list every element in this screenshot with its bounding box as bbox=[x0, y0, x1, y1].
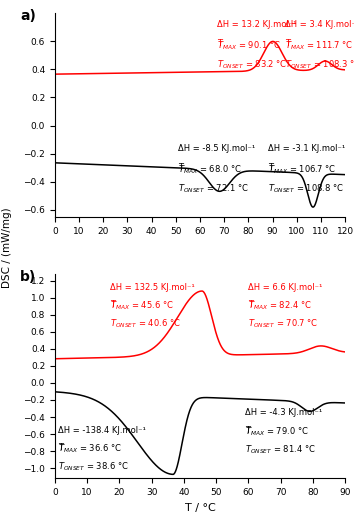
Text: TMAX = 45.6 °C: TMAX = 45.6 °C bbox=[110, 300, 177, 309]
Text: $T_{MAX}$ = 79.0 °C: $T_{MAX}$ = 79.0 °C bbox=[245, 426, 309, 438]
Text: T: T bbox=[217, 39, 222, 49]
Text: T: T bbox=[178, 163, 183, 172]
Text: $T_{ONSET}$ = 108.3 °C: $T_{ONSET}$ = 108.3 °C bbox=[285, 59, 354, 71]
X-axis label: T / °C: T / °C bbox=[185, 503, 215, 512]
Text: ΔH = -138.4 KJ.mol⁻¹: ΔH = -138.4 KJ.mol⁻¹ bbox=[58, 425, 146, 434]
Text: ΔH = 3.4 KJ.mol⁻¹: ΔH = 3.4 KJ.mol⁻¹ bbox=[285, 20, 354, 29]
Text: $T_{ONSET}$ = 40.6 °C: $T_{ONSET}$ = 40.6 °C bbox=[110, 317, 180, 330]
Text: TMAX = 79.0 °C: TMAX = 79.0 °C bbox=[245, 426, 312, 435]
Text: $T_{MAX}$ = 111.7 °C: $T_{MAX}$ = 111.7 °C bbox=[285, 39, 353, 52]
Text: $T_{ONSET}$ = 108.8 °C: $T_{ONSET}$ = 108.8 °C bbox=[268, 183, 343, 195]
Text: $T_{MAX}$ = 90.1 °C: $T_{MAX}$ = 90.1 °C bbox=[217, 39, 281, 52]
Text: TMAX = 90.1 °C: TMAX = 90.1 °C bbox=[217, 39, 284, 49]
Text: T: T bbox=[58, 443, 63, 452]
Text: ΔH = -3.1 KJ.mol⁻¹: ΔH = -3.1 KJ.mol⁻¹ bbox=[268, 144, 345, 153]
Text: $T_{MAX}$ = 45.6 °C: $T_{MAX}$ = 45.6 °C bbox=[110, 300, 173, 312]
Text: TMAX = 82.4 °C: TMAX = 82.4 °C bbox=[249, 300, 315, 309]
Text: a): a) bbox=[20, 9, 36, 23]
Text: $T_{ONSET}$ = 81.4 °C: $T_{ONSET}$ = 81.4 °C bbox=[245, 443, 316, 455]
Text: T: T bbox=[268, 163, 273, 172]
Text: TMAX = 68.0 °C: TMAX = 68.0 °C bbox=[178, 163, 245, 172]
Text: $T_{ONSET}$ = 38.6 °C: $T_{ONSET}$ = 38.6 °C bbox=[58, 460, 129, 473]
Text: b): b) bbox=[20, 270, 36, 284]
Text: T: T bbox=[285, 39, 290, 49]
Text: $T_{ONSET}$ = 72.1 °C: $T_{ONSET}$ = 72.1 °C bbox=[178, 183, 249, 195]
Text: TMAX = 36.6 °C: TMAX = 36.6 °C bbox=[58, 443, 125, 452]
Text: $T_{MAX}$ = 68.0 °C: $T_{MAX}$ = 68.0 °C bbox=[178, 163, 242, 176]
Text: ΔH = -4.3 KJ.mol⁻¹: ΔH = -4.3 KJ.mol⁻¹ bbox=[245, 408, 322, 418]
Text: ΔH = 6.6 KJ.mol⁻¹: ΔH = 6.6 KJ.mol⁻¹ bbox=[249, 283, 323, 292]
Text: T: T bbox=[245, 426, 250, 435]
Text: $T_{ONSET}$ = 70.7 °C: $T_{ONSET}$ = 70.7 °C bbox=[249, 317, 318, 330]
Text: TMAX = 106.7 °C: TMAX = 106.7 °C bbox=[268, 163, 340, 172]
Text: $T_{MAX}$ = 36.6 °C: $T_{MAX}$ = 36.6 °C bbox=[58, 443, 122, 455]
Text: ΔH = 13.2 KJ.mol⁻¹: ΔH = 13.2 KJ.mol⁻¹ bbox=[217, 20, 296, 29]
Text: TMAX = 111.7 °C: TMAX = 111.7 °C bbox=[285, 39, 354, 49]
Text: $T_{MAX}$ = 106.7 °C: $T_{MAX}$ = 106.7 °C bbox=[268, 163, 336, 176]
Text: ΔH = 132.5 KJ.mol⁻¹: ΔH = 132.5 KJ.mol⁻¹ bbox=[110, 283, 194, 292]
Text: T: T bbox=[249, 300, 253, 309]
Text: $T_{ONSET}$ = 83.2 °C: $T_{ONSET}$ = 83.2 °C bbox=[217, 59, 287, 71]
Text: ΔH = -8.5 KJ.mol⁻¹: ΔH = -8.5 KJ.mol⁻¹ bbox=[178, 144, 256, 153]
Text: $T_{MAX}$ = 82.4 °C: $T_{MAX}$ = 82.4 °C bbox=[249, 300, 312, 312]
Text: DSC / (mW/mg): DSC / (mW/mg) bbox=[2, 208, 12, 288]
Text: T: T bbox=[110, 300, 115, 309]
